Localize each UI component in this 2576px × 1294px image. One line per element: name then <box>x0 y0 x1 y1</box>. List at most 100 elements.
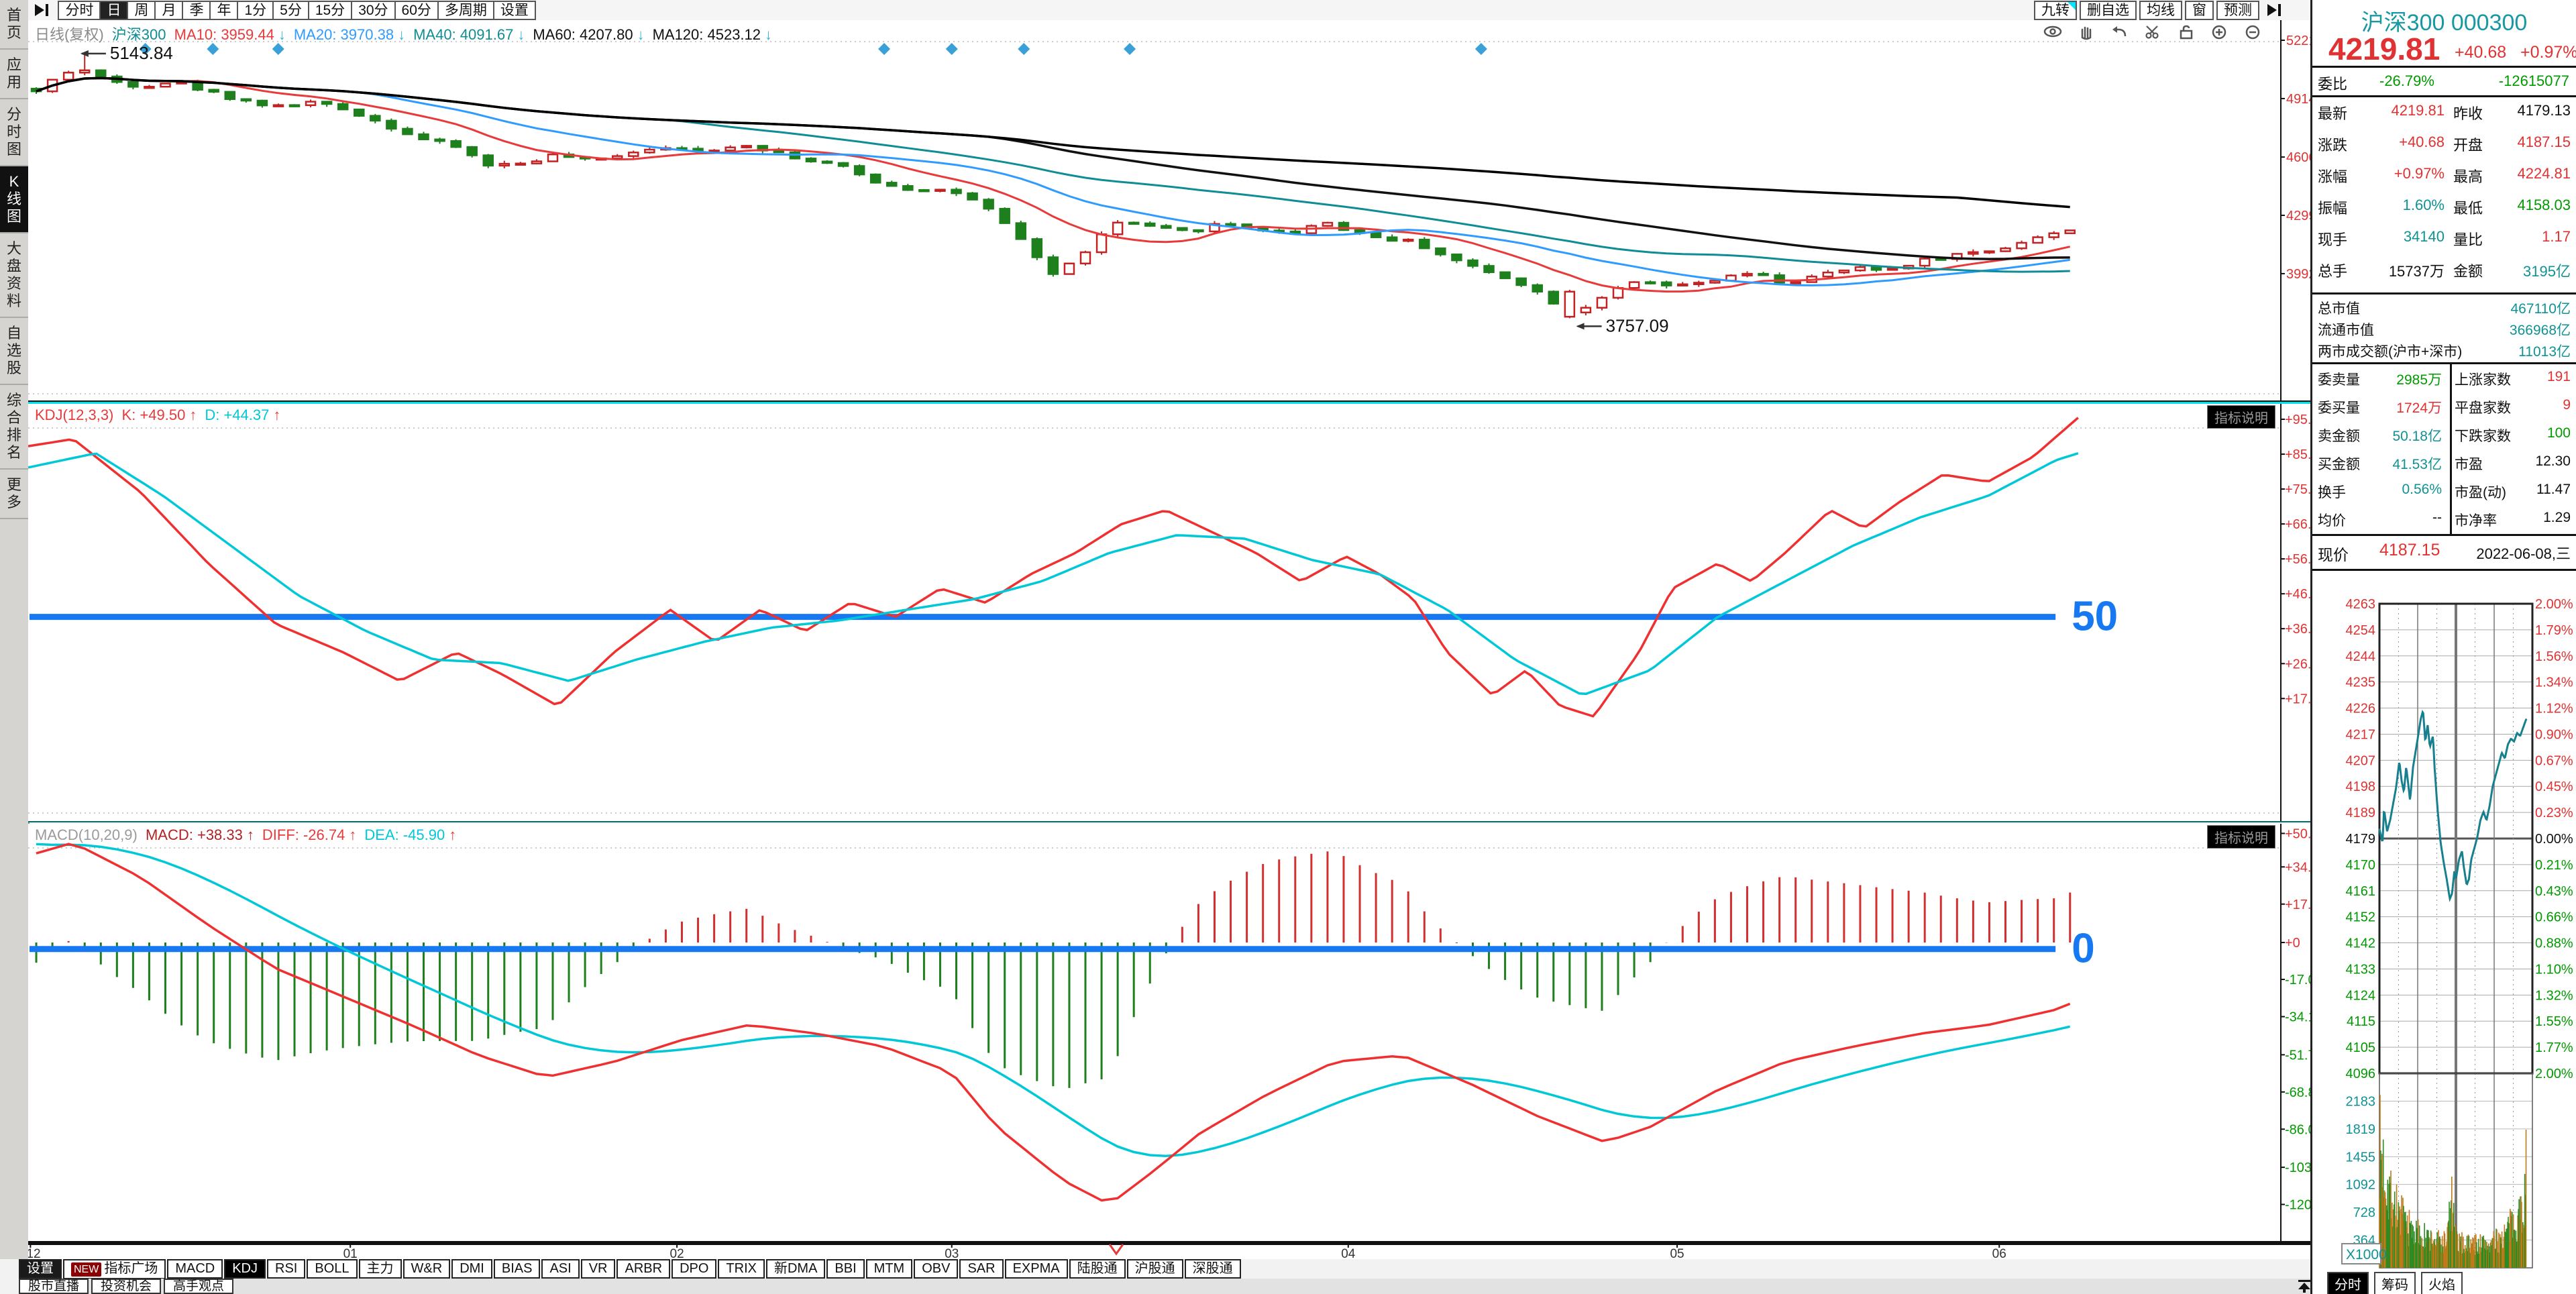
indicator-tab-ARBR[interactable]: ARBR <box>616 1259 671 1279</box>
period-button-周[interactable]: 周 <box>128 1 156 20</box>
collapse-right-icon[interactable] <box>2265 1 2285 19</box>
indicator-tab-深股通[interactable]: 深股通 <box>1184 1259 1241 1279</box>
indicator-tab-新DMA[interactable]: 新DMA <box>765 1259 826 1279</box>
indicator-tab-DMI[interactable]: DMI <box>451 1259 492 1279</box>
indicator-tab-EXPMA[interactable]: EXPMA <box>1004 1259 1068 1279</box>
mini-tab-火焰[interactable]: 火焰 <box>2421 1272 2463 1294</box>
bottom-tab-投资机会[interactable]: 投资机会 <box>91 1279 162 1294</box>
indicator-tab-BOLL[interactable]: BOLL <box>307 1259 358 1279</box>
svg-text:+95.56: +95.56 <box>2285 413 2310 427</box>
indicator-tab-BIAS[interactable]: BIAS <box>493 1259 541 1279</box>
indicator-tab-MTM[interactable]: MTM <box>865 1259 913 1279</box>
period-button-季[interactable]: 季 <box>183 1 211 20</box>
tool-button-九转[interactable]: 九转 <box>2034 1 2077 20</box>
indicator-tab-MACD[interactable]: MACD <box>167 1259 223 1279</box>
kdj-indicator-name: KDJ(12,3,3) <box>35 407 114 423</box>
kdj-chart[interactable]: +95.56 +85.75 +75.94 +66.13 +56.31 +46.50 +36.… <box>28 404 2326 821</box>
sidebar-item-2[interactable]: 应用 <box>0 50 28 99</box>
period-button-日[interactable]: 日 <box>101 1 129 20</box>
indicator-tab-SAR[interactable]: SAR <box>959 1259 1004 1279</box>
period-button-多周期[interactable]: 多周期 <box>438 1 494 20</box>
kline-panel[interactable]: 日线(复权) 沪深300 MA10: 3959.44 ↓ MA20: 3970.38… <box>28 20 2316 402</box>
quote-cell: 1.17 <box>2542 228 2571 245</box>
svg-text:4170: 4170 <box>2346 858 2376 873</box>
quote-cell: 1.29 <box>2543 510 2571 525</box>
sidebar-item-1[interactable]: 首页 <box>0 0 28 50</box>
mini-chart-tabs: 分时 筹码 火焰 <box>2327 1272 2468 1294</box>
ma-legend-0: MA10: 3959.44 ↓ <box>174 26 286 43</box>
lock-icon[interactable] <box>2178 24 2196 40</box>
indicator-tab-VR[interactable]: VR <box>580 1259 616 1279</box>
period-button-60分[interactable]: 60分 <box>395 1 439 20</box>
sidebar-item-6[interactable]: 自选股 <box>0 318 28 385</box>
indicator-tab-沪股通[interactable]: 沪股通 <box>1126 1259 1183 1279</box>
scissors-icon[interactable] <box>2144 24 2163 40</box>
svg-text:2183: 2183 <box>2346 1094 2376 1109</box>
indicator-tab-主力[interactable]: 主力 <box>358 1259 402 1279</box>
eye-icon[interactable] <box>2043 24 2062 40</box>
undo-icon[interactable] <box>2110 24 2129 40</box>
period-button-5分[interactable]: 5分 <box>274 1 309 20</box>
indicator-tab-W&R[interactable]: W&R <box>402 1259 451 1279</box>
zoom-out-icon[interactable] <box>2245 24 2263 40</box>
period-button-15分[interactable]: 15分 <box>309 1 353 20</box>
sidebar-item-7[interactable]: 综合排名 <box>0 385 28 470</box>
indicator-tab-DPO[interactable]: DPO <box>672 1259 717 1279</box>
period-button-分时[interactable]: 分时 <box>58 1 101 20</box>
period-button-年[interactable]: 年 <box>211 1 239 20</box>
quote-panel: 沪深300 000300 4219.81 +40.68 +0.97% 委比 -26… <box>2310 0 2576 1294</box>
ma-legend-1: MA20: 3970.38 ↓ <box>293 26 406 43</box>
tool-button-均线[interactable]: 均线 <box>2139 1 2182 20</box>
divider <box>2312 534 2576 536</box>
period-button-1分[interactable]: 1分 <box>238 1 274 20</box>
bottom-tab-股市直播[interactable]: 股市直播 <box>19 1279 89 1294</box>
hand-icon[interactable] <box>2077 24 2096 40</box>
macd-chart[interactable]: +50.27 +34.84 +17.69 +0 -17.02 -34.17 -51.74 -6… <box>28 824 2326 1241</box>
mini-tab-分时[interactable]: 分时 <box>2327 1272 2369 1294</box>
period-button-30分[interactable]: 30分 <box>352 1 396 20</box>
indicator-tab-KDJ[interactable]: KDJ <box>224 1259 266 1279</box>
quote-cell: 4158.03 <box>2517 197 2571 213</box>
expand-right-icon[interactable] <box>32 1 52 19</box>
svg-text:4189: 4189 <box>2346 806 2376 820</box>
period-button-月[interactable]: 月 <box>156 1 184 20</box>
kdj-panel[interactable]: KDJ(12,3,3) K: +49.50 ↑ D: +44.37 ↑ 指标说明 +9… <box>28 402 2326 822</box>
indicator-tab-TRIX[interactable]: TRIX <box>718 1259 765 1279</box>
sidebar-item-3[interactable]: 分时图 <box>0 99 28 166</box>
period-button-设置[interactable]: 设置 <box>494 1 536 20</box>
collapse-up-icon[interactable] <box>2293 1279 2316 1293</box>
ma-legend-3: MA60: 4207.80 ↓ <box>533 26 645 43</box>
indicator-tab-陆股通[interactable]: 陆股通 <box>1069 1259 1126 1279</box>
tool-button-删自选[interactable]: 删自选 <box>2080 1 2137 20</box>
indicator-note-button[interactable]: 指标说明 <box>2207 825 2275 849</box>
indicator-tab-BBI[interactable]: BBI <box>826 1259 865 1279</box>
svg-text:1455: 1455 <box>2346 1150 2376 1165</box>
indicator-tab-设置[interactable]: 设置 <box>19 1259 62 1279</box>
quote-cell: 3195亿 <box>2523 263 2571 280</box>
indicator-tab-RSI[interactable]: RSI <box>267 1259 306 1279</box>
svg-text:04: 04 <box>1341 1247 1356 1259</box>
sidebar-item-8[interactable]: 更多 <box>0 470 28 519</box>
tool-button-窗[interactable]: 窗 <box>2185 1 2214 20</box>
zoom-in-icon[interactable] <box>2211 24 2230 40</box>
bottom-tabbar: 股市直播 投资机会 高手观点 <box>19 1279 2576 1294</box>
mini-tab-筹码[interactable]: 筹码 <box>2374 1272 2416 1294</box>
svg-text:02: 02 <box>670 1247 684 1259</box>
macd-panel[interactable]: MACD(10,20,9) MACD: +38.33 ↑ DIFF: -26.74 ↑… <box>28 824 2326 1243</box>
indicator-tab-指标广场[interactable]: NEW 指标广场 <box>63 1259 166 1279</box>
indicator-tab-ASI[interactable]: ASI <box>541 1259 580 1279</box>
indicator-tab-OBV[interactable]: OBV <box>914 1259 959 1279</box>
tool-button-预测[interactable]: 预测 <box>2216 1 2259 20</box>
quote-cell: +40.68 <box>2399 133 2445 150</box>
bottom-tab-高手观点[interactable]: 高手观点 <box>164 1279 234 1294</box>
quote-cell: 下跌家数 <box>2455 429 2511 444</box>
time-axis: 12 01 02 03 04 05 06 <box>28 1243 2310 1259</box>
svg-text:05: 05 <box>1670 1247 1684 1259</box>
indicator-note-button[interactable]: 指标说明 <box>2207 405 2275 429</box>
svg-text:4299: 4299 <box>2286 209 2310 223</box>
intraday-mini-chart[interactable]: 4263 2.00% 4254 1.79% 4244 1.56% 4235 1.34% 4226… <box>2312 572 2576 1272</box>
sidebar-item-5[interactable]: 大盘资料 <box>0 233 28 318</box>
quote-cell: 均价 <box>2318 513 2346 529</box>
